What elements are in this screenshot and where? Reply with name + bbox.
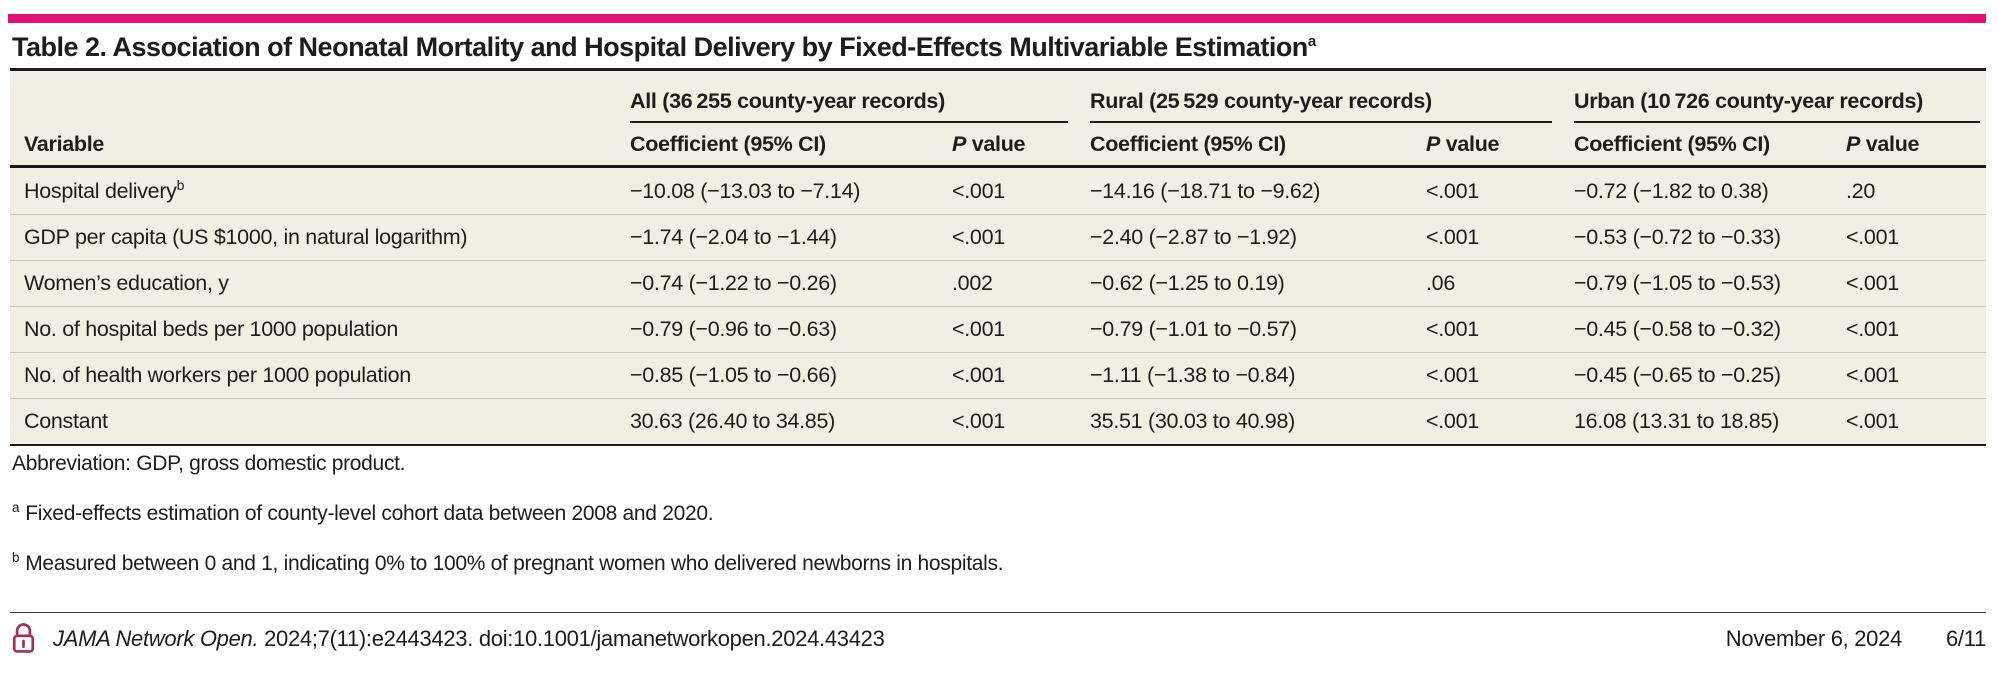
cell-all-coefficient: −0.85 (−1.05 to −0.66) (630, 363, 837, 387)
row-variable-superscript: b (176, 177, 185, 194)
footnote-abbreviation: Abbreviation: GDP, gross domestic produc… (12, 452, 406, 475)
column-header-urban-pvalue: P value (1846, 132, 1920, 156)
cell-all-coefficient: −10.08 (−13.03 to −7.14) (630, 178, 861, 203)
cell-urban-coefficient: −0.45 (−0.58 to −0.32) (1574, 317, 1781, 341)
cell-all-pvalue: .002 (952, 271, 993, 295)
cell-rural-pvalue: <.001 (1426, 225, 1479, 249)
cell-all-pvalue: <.001 (952, 409, 1005, 433)
cell-urban-coefficient: −0.53 (−0.72 to −0.33) (1574, 225, 1781, 249)
cell-rural-coefficient: 35.51 (30.03 to 40.98) (1090, 409, 1295, 433)
group-header-all: All (36 255 county-year records) (630, 89, 1090, 123)
table-row: Constant 30.63 (26.40 to 34.85) <.001 35… (10, 398, 1986, 444)
cell-rural-coefficient: −0.62 (−1.25 to 0.19) (1090, 271, 1285, 295)
row-variable: Hospital deliveryb (24, 177, 185, 204)
cell-urban-pvalue: <.001 (1846, 363, 1899, 387)
table-row: No. of health workers per 1000 populatio… (10, 352, 1986, 398)
column-header-variable: Variable (24, 132, 105, 156)
cell-urban-coefficient: −0.79 (−1.05 to −0.53) (1574, 271, 1781, 295)
row-variable: No. of hospital beds per 1000 population (24, 317, 399, 341)
cell-urban-coefficient: −0.72 (−1.82 to 0.38) (1574, 178, 1769, 203)
row-variable: GDP per capita (US $1000, in natural log… (24, 225, 468, 249)
footnote-a-superscript: a (12, 500, 20, 515)
cell-all-coefficient: −1.74 (−2.04 to −1.44) (630, 225, 837, 249)
cell-all-pvalue: <.001 (952, 317, 1005, 341)
table-title: Table 2. Association of Neonatal Mortali… (12, 32, 1316, 63)
cell-rural-coefficient: −2.40 (−2.87 to −1.92) (1090, 225, 1297, 249)
table-row: Women’s education, y −0.74 (−1.22 to −0.… (10, 260, 1986, 306)
footnote-a: a Fixed-effects estimation of county-leve… (12, 500, 714, 525)
page-footer: JAMA Network Open. 2024;7(11):e2443423. … (10, 622, 1986, 655)
cell-urban-pvalue: <.001 (1846, 317, 1899, 341)
table-row: GDP per capita (US $1000, in natural log… (10, 214, 1986, 260)
footer-divider (10, 612, 1986, 613)
table-header: All (36 255 county-year records) Rural (… (10, 71, 1986, 168)
cell-all-pvalue: <.001 (952, 363, 1005, 387)
cell-urban-pvalue: .20 (1846, 178, 1875, 203)
footnote-b: b Measured between 0 and 1, indicating 0%… (12, 550, 1004, 575)
table-title-text: Table 2. Association of Neonatal Mortali… (12, 32, 1308, 62)
column-header-rural-coefficient: Coefficient (95% CI) (1090, 132, 1286, 156)
cell-rural-pvalue: <.001 (1426, 363, 1479, 387)
cell-all-pvalue: <.001 (952, 178, 1005, 203)
row-variable: Women’s education, y (24, 271, 229, 295)
group-header-urban: Urban (10 726 county-year records) (1574, 89, 1986, 123)
cell-urban-coefficient: −0.45 (−0.65 to −0.25) (1574, 363, 1781, 387)
table-row: No. of hospital beds per 1000 population… (10, 306, 1986, 352)
cell-rural-coefficient: −1.11 (−1.38 to −0.84) (1090, 363, 1296, 387)
footer-meta-group: November 6, 2024 6/11 (1725, 625, 1987, 652)
cell-rural-pvalue: .06 (1426, 271, 1455, 295)
group-header-row: All (36 255 county-year records) Rural (… (10, 71, 1986, 123)
open-access-lock-icon (12, 623, 35, 653)
citation: JAMA Network Open. 2024;7(11):e2443423. … (53, 626, 885, 652)
footnotes: Abbreviation: GDP, gross domestic produc… (12, 452, 1004, 591)
table-title-superscript: a (1307, 33, 1316, 50)
column-header-urban-coefficient: Coefficient (95% CI) (1574, 132, 1770, 156)
column-header-row: Variable Coefficient (95% CI) P value Co… (10, 123, 1986, 165)
cell-rural-coefficient: −0.79 (−1.01 to −0.57) (1090, 317, 1297, 341)
cell-all-pvalue: <.001 (952, 225, 1005, 249)
citation-detail: 2024;7(11):e2443423. doi:10.1001/jamanet… (264, 625, 885, 651)
cell-urban-pvalue: <.001 (1846, 409, 1899, 433)
cell-urban-pvalue: <.001 (1846, 225, 1899, 249)
cell-all-coefficient: 30.63 (26.40 to 34.85) (630, 409, 835, 433)
cell-urban-coefficient: 16.08 (13.31 to 18.85) (1574, 409, 1779, 433)
cell-urban-pvalue: <.001 (1846, 271, 1899, 295)
group-header-rural: Rural (25 529 county-year records) (1090, 89, 1574, 123)
results-table: All (36 255 county-year records) Rural (… (10, 68, 1986, 446)
column-header-all-coefficient: Coefficient (95% CI) (630, 132, 826, 156)
cell-rural-pvalue: <.001 (1426, 409, 1479, 433)
publication-date: November 6, 2024 (1725, 625, 1903, 651)
journal-name: JAMA Network Open. (53, 625, 259, 651)
footer-citation-group: JAMA Network Open. 2024;7(11):e2443423. … (10, 622, 885, 655)
column-header-rural-pvalue: P value (1426, 132, 1500, 156)
row-variable: Constant (24, 409, 108, 433)
footnote-b-superscript: b (12, 550, 20, 565)
brand-accent-bar (8, 14, 1986, 23)
row-variable: No. of health workers per 1000 populatio… (24, 363, 411, 387)
table-row: Hospital deliveryb −10.08 (−13.03 to −7.… (10, 168, 1986, 214)
cell-rural-coefficient: −14.16 (−18.71 to −9.62) (1090, 178, 1321, 203)
page-number: 6/11 (1946, 625, 1986, 651)
cell-all-coefficient: −0.79 (−0.96 to −0.63) (630, 317, 837, 341)
cell-rural-pvalue: <.001 (1426, 178, 1479, 203)
cell-all-coefficient: −0.74 (−1.22 to −0.26) (630, 271, 837, 295)
cell-rural-pvalue: <.001 (1426, 317, 1479, 341)
column-header-all-pvalue: P value (952, 132, 1026, 156)
